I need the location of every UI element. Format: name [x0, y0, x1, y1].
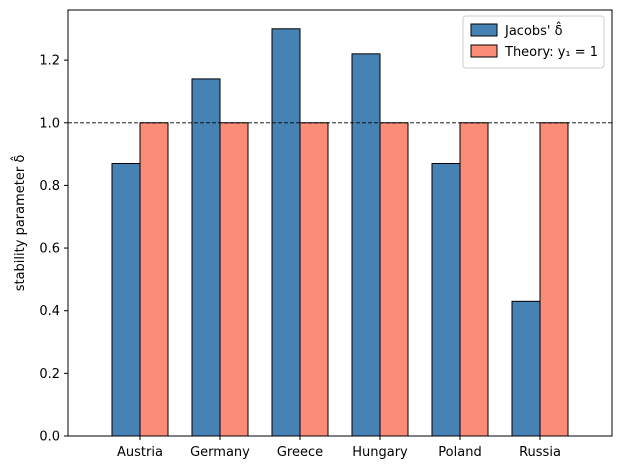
legend-swatch-jacobs: [470, 23, 498, 37]
legend-label-jacobs: Jacobs' δ̂: [504, 22, 563, 39]
x-tick-label: Austria: [117, 445, 163, 460]
x-tick-label: Germany: [190, 445, 250, 460]
bar-theory-poland: [459, 122, 489, 437]
bar-jacobs-hungary: [351, 53, 381, 437]
plot-frame: [67, 9, 613, 437]
bar-jacobs-russia: [511, 300, 541, 437]
legend-label-theory: Theory: y₁ = 1: [504, 45, 598, 60]
x-tick-label: Greece: [277, 445, 323, 460]
legend: Jacobs' δ̂ Theory: y₁ = 1: [462, 15, 605, 69]
y-tick-label: 0.2: [39, 367, 60, 382]
y-tick-label: 0.0: [39, 430, 60, 445]
bar-jacobs-germany: [191, 78, 221, 437]
x-tick-label: Russia: [519, 445, 561, 460]
legend-swatch-theory: [470, 44, 498, 58]
bar-jacobs-poland: [431, 162, 461, 437]
bar-theory-greece: [299, 122, 329, 437]
bars: [111, 28, 569, 437]
legend-box: [462, 15, 605, 69]
bar-jacobs-greece: [271, 28, 301, 437]
y-tick-label: 0.6: [39, 242, 60, 257]
bar-theory-germany: [219, 122, 249, 437]
x-axis-ticks: Austria Germany Greece Hungary Poland Russia: [117, 436, 561, 460]
y-tick-label: 0.4: [39, 304, 60, 319]
bar-theory-austria: [139, 122, 169, 437]
y-tick-label: 0.8: [39, 179, 60, 194]
y-axis-ticks: 0.0 0.2 0.4 0.6 0.8 1.0 1.2: [39, 54, 68, 445]
x-tick-label: Hungary: [352, 445, 408, 460]
x-tick-label: Poland: [438, 445, 481, 460]
bar-theory-russia: [539, 122, 569, 437]
y-tick-label: 1.0: [39, 116, 60, 131]
bar-theory-hungary: [379, 122, 409, 437]
bar-jacobs-austria: [111, 162, 141, 437]
y-axis-label: stability parameter δ̂: [11, 155, 28, 292]
y-tick-label: 1.2: [39, 54, 60, 69]
